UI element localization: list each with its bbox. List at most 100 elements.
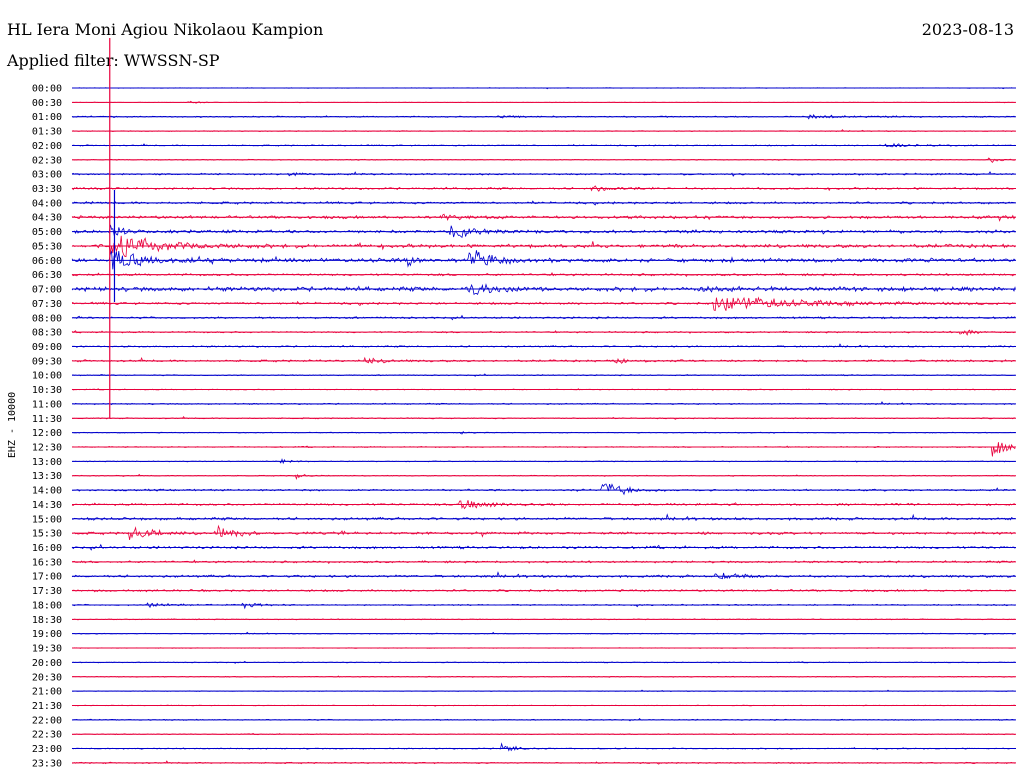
time-tick-0500: 05:00 — [32, 227, 62, 238]
trace-1300 — [71, 458, 1016, 465]
time-tick-2000: 20:00 — [32, 658, 62, 669]
trace-0230 — [71, 157, 1016, 164]
time-tick-1100: 11:00 — [32, 399, 62, 410]
time-tick-1230: 12:30 — [32, 443, 62, 454]
trace-2000 — [71, 660, 1016, 664]
time-tick-0700: 07:00 — [32, 285, 62, 296]
trace-0800 — [71, 314, 1016, 321]
trace-0600 — [71, 250, 1016, 270]
trace-1700 — [71, 571, 1016, 580]
time-tick-1730: 17:30 — [32, 586, 62, 597]
trace-1800 — [71, 602, 1016, 610]
trace-1200 — [71, 431, 1016, 435]
time-tick-0800: 08:00 — [32, 313, 62, 324]
time-tick-1400: 14:00 — [32, 486, 62, 497]
time-tick-1800: 18:00 — [32, 600, 62, 611]
time-tick-0630: 06:30 — [32, 270, 62, 281]
trace-0100 — [71, 113, 1016, 120]
trace-0730 — [71, 296, 1016, 312]
trace-2130 — [71, 704, 1016, 707]
time-tick-1430: 14:30 — [32, 500, 62, 511]
trace-1100 — [71, 401, 1016, 406]
trace-1400 — [71, 483, 1016, 496]
time-tick-0900: 09:00 — [32, 342, 62, 353]
trace-1500 — [71, 513, 1016, 522]
time-tick-0000: 00:00 — [32, 84, 62, 95]
trace-1000 — [71, 373, 1016, 377]
time-tick-1200: 12:00 — [32, 428, 62, 439]
date-label: 2023-08-13 — [921, 20, 1014, 39]
time-tick-2100: 21:00 — [32, 687, 62, 698]
trace-1230 — [71, 442, 1016, 457]
filter-label: Applied filter: WWSSN-SP — [7, 51, 220, 70]
time-tick-0200: 02:00 — [32, 141, 62, 152]
time-tick-1130: 11:30 — [32, 414, 62, 425]
time-tick-2130: 21:30 — [32, 701, 62, 712]
trace-0400 — [71, 200, 1016, 206]
trace-0500 — [71, 224, 1016, 239]
time-tick-1930: 19:30 — [32, 644, 62, 655]
time-tick-0300: 03:00 — [32, 170, 62, 181]
time-tick-1300: 13:00 — [32, 457, 62, 468]
trace-0830 — [71, 329, 1016, 336]
trace-2200 — [71, 718, 1016, 722]
trace-0030 — [71, 100, 1016, 104]
trace-1030 — [71, 388, 1016, 391]
trace-0130 — [71, 129, 1016, 133]
trace-0630 — [71, 271, 1016, 277]
time-tick-1600: 16:00 — [32, 543, 62, 554]
time-tick-2030: 20:30 — [32, 672, 62, 683]
seismic-traces — [71, 38, 1016, 765]
trace-1130 — [71, 416, 1016, 420]
time-tick-0100: 01:00 — [32, 112, 62, 123]
time-tick-1030: 10:30 — [32, 385, 62, 396]
trace-2030 — [71, 675, 1016, 678]
time-tick-0230: 02:30 — [32, 155, 62, 166]
time-tick-0330: 03:30 — [32, 184, 62, 195]
time-tick-0530: 05:30 — [32, 241, 62, 252]
trace-0200 — [71, 142, 1016, 148]
time-tick-1530: 15:30 — [32, 529, 62, 540]
time-tick-1700: 17:00 — [32, 572, 62, 583]
trace-1830 — [71, 618, 1016, 621]
time-tick-0830: 08:30 — [32, 328, 62, 339]
time-tick-1500: 15:00 — [32, 514, 62, 525]
trace-1630 — [71, 559, 1016, 564]
time-axis-labels: 00:00 00:30 01:00 01:30 02:00 02:30 03:00 03:30… — [32, 84, 62, 770]
trace-1600 — [71, 543, 1016, 551]
trace-2100 — [71, 689, 1016, 692]
time-tick-0130: 01:30 — [32, 127, 62, 138]
trace-0530 — [71, 235, 1016, 258]
time-tick-0730: 07:30 — [32, 299, 62, 310]
time-tick-2230: 22:30 — [32, 730, 62, 741]
time-tick-1630: 16:30 — [32, 557, 62, 568]
time-tick-2330: 23:30 — [32, 758, 62, 769]
station-title: HL Iera Moni Agiou Nikolaou Kampion — [7, 20, 324, 39]
trace-0900 — [71, 343, 1016, 348]
time-tick-0600: 06:00 — [32, 256, 62, 267]
trace-0930 — [71, 356, 1016, 364]
trace-1900 — [71, 631, 1016, 635]
trace-1930 — [71, 647, 1016, 649]
time-tick-0030: 00:30 — [32, 98, 62, 109]
time-tick-0930: 09:30 — [32, 356, 62, 367]
trace-0330 — [71, 185, 1016, 192]
trace-2230 — [71, 732, 1016, 736]
trace-0700 — [71, 283, 1016, 296]
time-tick-1330: 13:30 — [32, 471, 62, 482]
time-tick-2200: 22:00 — [32, 715, 62, 726]
time-tick-0430: 04:30 — [32, 213, 62, 224]
channel-label: EHZ - 10000 — [7, 392, 18, 458]
trace-2300 — [71, 742, 1016, 752]
trace-1730 — [71, 588, 1016, 593]
trace-1530 — [71, 524, 1016, 541]
time-tick-2300: 23:00 — [32, 744, 62, 755]
time-tick-1900: 19:00 — [32, 629, 62, 640]
trace-0430 — [71, 213, 1016, 222]
time-tick-1000: 10:00 — [32, 371, 62, 382]
trace-1330 — [71, 473, 1016, 481]
time-tick-0400: 04:00 — [32, 198, 62, 209]
trace-0000 — [71, 87, 1016, 90]
time-tick-1830: 18:30 — [32, 615, 62, 626]
